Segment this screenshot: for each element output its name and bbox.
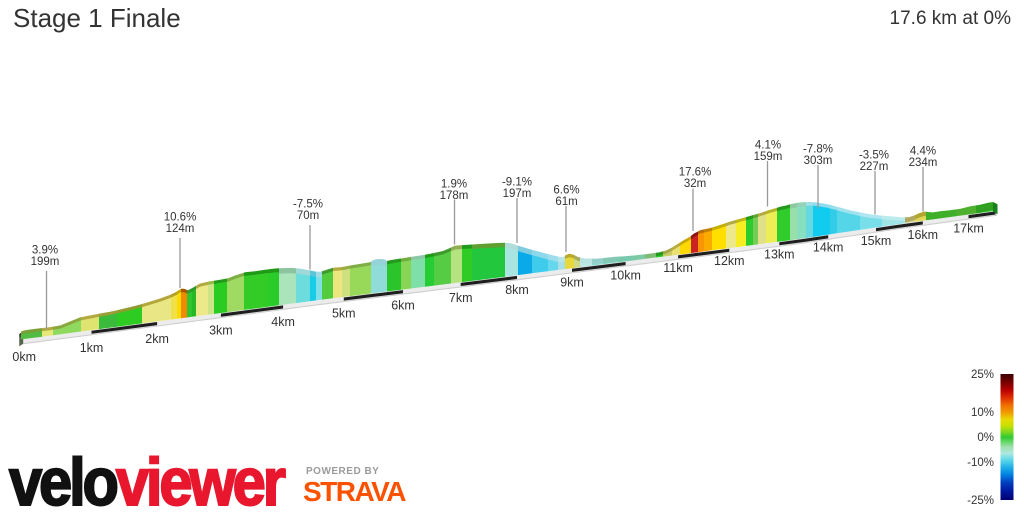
svg-text:-3.5%: -3.5% <box>859 150 889 162</box>
svg-text:234m: 234m <box>909 157 938 169</box>
svg-text:178m: 178m <box>440 190 469 202</box>
svg-text:227m: 227m <box>860 161 889 173</box>
svg-text:11km: 11km <box>663 261 693 275</box>
svg-text:13km: 13km <box>764 247 795 261</box>
svg-text:4.1%: 4.1% <box>755 140 781 152</box>
svg-text:9km: 9km <box>560 276 584 290</box>
svg-text:1.9%: 1.9% <box>441 179 467 191</box>
svg-text:5km: 5km <box>332 307 356 321</box>
svg-text:-7.8%: -7.8% <box>803 144 833 156</box>
svg-text:17km: 17km <box>953 222 984 236</box>
svg-text:303m: 303m <box>804 155 833 167</box>
svg-text:6.6%: 6.6% <box>553 185 579 197</box>
svg-text:7km: 7km <box>449 291 473 305</box>
svg-text:0km: 0km <box>12 350 36 364</box>
svg-text:3km: 3km <box>209 323 233 337</box>
svg-text:10.6%: 10.6% <box>164 212 197 224</box>
svg-text:4km: 4km <box>271 315 295 329</box>
svg-text:16km: 16km <box>908 228 939 242</box>
svg-text:10km: 10km <box>610 268 641 282</box>
svg-text:4.4%: 4.4% <box>910 146 936 158</box>
svg-text:10%: 10% <box>971 407 994 419</box>
svg-text:3.9%: 3.9% <box>32 245 58 257</box>
svg-text:124m: 124m <box>166 223 195 235</box>
svg-text:32m: 32m <box>684 178 706 190</box>
svg-text:17.6%: 17.6% <box>679 167 712 179</box>
svg-text:15km: 15km <box>861 234 892 248</box>
svg-text:70m: 70m <box>297 210 319 222</box>
svg-text:0%: 0% <box>977 432 994 444</box>
svg-text:-9.1%: -9.1% <box>502 177 532 189</box>
svg-text:8km: 8km <box>505 283 529 297</box>
svg-text:-25%: -25% <box>967 495 994 507</box>
svg-text:197m: 197m <box>503 188 532 200</box>
svg-text:159m: 159m <box>754 151 783 163</box>
svg-text:61m: 61m <box>555 196 577 208</box>
svg-text:14km: 14km <box>813 241 844 255</box>
svg-text:25%: 25% <box>971 369 994 381</box>
svg-text:-7.5%: -7.5% <box>293 199 323 211</box>
svg-text:199m: 199m <box>31 256 60 268</box>
svg-text:12km: 12km <box>714 254 745 268</box>
svg-text:2km: 2km <box>145 332 169 346</box>
svg-text:1km: 1km <box>80 341 104 355</box>
svg-text:-10%: -10% <box>967 457 994 469</box>
svg-text:6km: 6km <box>391 299 415 313</box>
